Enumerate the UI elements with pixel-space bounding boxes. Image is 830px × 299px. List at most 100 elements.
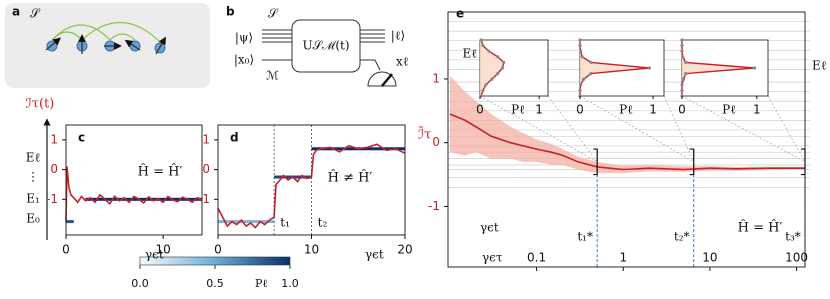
inset-connector bbox=[767, 95, 806, 162]
marker-label: t₂ bbox=[318, 216, 328, 230]
inset-point bbox=[681, 55, 685, 59]
data-line bbox=[217, 143, 406, 229]
inset-point bbox=[680, 83, 684, 87]
inset-tick-label: 1 bbox=[535, 103, 543, 117]
inset-point bbox=[647, 66, 651, 70]
x-label: γϵt bbox=[365, 248, 384, 262]
y-label: ℐ̄τ bbox=[418, 126, 431, 142]
x-label: γϵt bbox=[480, 221, 499, 235]
readout: xℓ bbox=[396, 55, 409, 69]
inset-point bbox=[684, 72, 688, 76]
inset-connector bbox=[663, 95, 694, 162]
marker-bracket bbox=[801, 148, 806, 176]
inset-x-label: Pℓ bbox=[619, 103, 633, 117]
inset-point bbox=[479, 38, 483, 42]
state-x0: |x₀⟩ bbox=[234, 53, 254, 67]
inset-point bbox=[582, 77, 586, 81]
panel-label: c bbox=[78, 131, 85, 145]
inset-point bbox=[487, 49, 491, 53]
inset-point bbox=[484, 83, 488, 87]
annotation: Ĥ = Ĥ′ bbox=[738, 220, 783, 236]
inset-y-label: Eℓ bbox=[462, 47, 477, 61]
unitary-box bbox=[291, 19, 361, 73]
inset-point bbox=[680, 49, 684, 53]
x-tick-label: 100 bbox=[785, 251, 808, 265]
detection bbox=[218, 220, 275, 224]
detection bbox=[85, 197, 202, 201]
inset-point bbox=[680, 38, 684, 42]
inset-point bbox=[589, 72, 593, 76]
y-tick-label: 0 bbox=[50, 162, 58, 176]
colorbar-tick-label: 0.0 bbox=[131, 277, 149, 290]
meter-dial bbox=[367, 71, 397, 87]
panel-label: a bbox=[12, 5, 20, 19]
inset-point bbox=[579, 83, 583, 87]
inset-point bbox=[578, 44, 582, 48]
inset-area bbox=[480, 40, 504, 96]
inset-point bbox=[684, 60, 688, 64]
panel-a: a 𝒮 bbox=[5, 3, 210, 88]
x-tick-label: 20 bbox=[397, 243, 412, 257]
panel-b: b 𝒮 U𝒮ℳ(t) |ψ⟩ |x₀⟩ ℳ |ℓ⟩ xℓ bbox=[226, 5, 409, 87]
annotation: Ĥ ≠ Ĥ′ bbox=[328, 170, 373, 186]
data-line bbox=[65, 166, 203, 222]
y-tick-label: 0 bbox=[432, 135, 440, 149]
marker-label: t₃* bbox=[785, 230, 801, 244]
right-label: Eℓ bbox=[812, 59, 827, 73]
inset-point bbox=[752, 66, 757, 70]
meter-symbol: ℳ bbox=[266, 69, 279, 83]
inset-point bbox=[681, 77, 686, 81]
inset-area bbox=[682, 40, 755, 96]
inset-point bbox=[578, 38, 582, 42]
x-tick-label: 0.1 bbox=[527, 251, 546, 265]
inset-point bbox=[589, 60, 593, 64]
system-symbol: 𝒮 bbox=[268, 7, 279, 21]
inset-point bbox=[580, 55, 584, 59]
axis-title: ℐτ(t) bbox=[26, 97, 55, 112]
marker-bracket bbox=[689, 148, 695, 176]
marker-bracket bbox=[593, 148, 598, 176]
x-tick-label: 0 bbox=[214, 243, 222, 257]
marker-label: t₁ bbox=[280, 216, 290, 230]
inset-point bbox=[578, 88, 582, 92]
inset-point bbox=[579, 49, 583, 53]
energy-label: Eℓ bbox=[26, 151, 41, 165]
inset-x-label: Pℓ bbox=[722, 103, 736, 117]
inset-tick-label: 1 bbox=[753, 103, 761, 117]
energy-label: ⋮ bbox=[27, 170, 39, 184]
annotation: Ĥ = Ĥ′ bbox=[138, 164, 183, 180]
inset-area bbox=[580, 40, 650, 96]
inset-tick-label: 0 bbox=[476, 103, 484, 117]
inset-point bbox=[680, 88, 684, 92]
y-tick-label: -1 bbox=[46, 192, 58, 206]
x-tick-label: 10 bbox=[702, 251, 717, 265]
inset-connector bbox=[579, 95, 694, 163]
x-tick-label: 10 bbox=[304, 243, 319, 257]
unitary: U𝒮ℳ(t) bbox=[302, 39, 349, 53]
y-tick-label: -1 bbox=[428, 199, 440, 213]
state-ell: |ℓ⟩ bbox=[391, 29, 405, 43]
inset-point bbox=[496, 55, 500, 59]
energy-label: E₀ bbox=[26, 212, 40, 226]
marker-label: t₁* bbox=[577, 230, 593, 244]
inset-point bbox=[490, 77, 494, 81]
inset-tick-label: 0 bbox=[678, 103, 686, 117]
data-line bbox=[449, 113, 805, 171]
inset-point bbox=[496, 72, 500, 76]
y-tick-label: 1 bbox=[50, 132, 58, 146]
x-label: γϵτ bbox=[482, 251, 503, 265]
inset-point bbox=[500, 66, 505, 70]
system-symbol: 𝒮 bbox=[30, 7, 41, 21]
x-tick-label: 0 bbox=[62, 243, 70, 257]
inset-point bbox=[481, 44, 485, 48]
panel-label: e bbox=[456, 7, 464, 21]
plot-frame bbox=[65, 124, 203, 236]
energy-label: E₁ bbox=[26, 192, 40, 206]
energy-axis: ℐτ(t) Eℓ ⋮ E₁ E₀ bbox=[26, 97, 55, 240]
inset-connector bbox=[681, 95, 806, 163]
y-tick-label: 1 bbox=[432, 71, 440, 85]
colorbar-tick-label: 1.0 bbox=[281, 277, 299, 290]
x-tick-label: 1 bbox=[619, 251, 627, 265]
panel-label: d bbox=[230, 131, 239, 145]
